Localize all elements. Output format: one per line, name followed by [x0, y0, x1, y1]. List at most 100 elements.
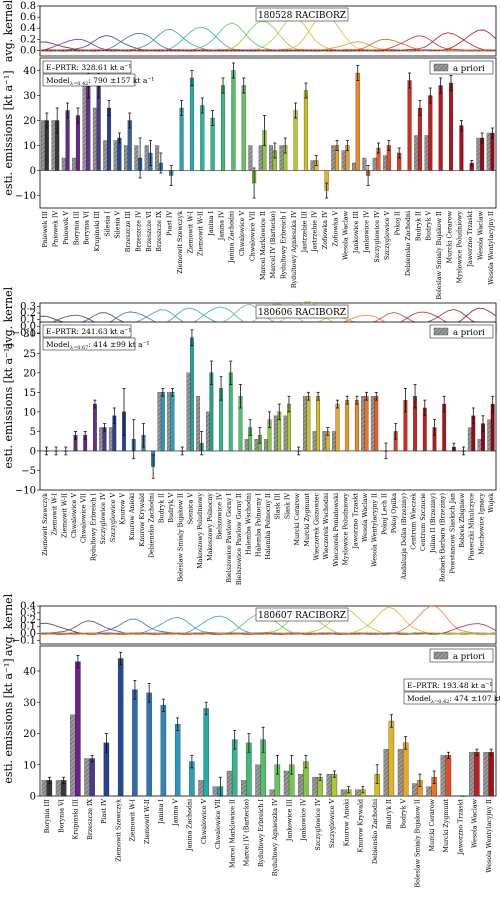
category-label: Piaseczki Mikulczyce: [469, 493, 476, 561]
apriori-bar: [279, 145, 284, 171]
category-label: Chwalowice VII: [81, 492, 88, 543]
apriori-bar: [103, 140, 108, 171]
chart-panel-1: 0.80.60.40.20.0 avg. kernel 180528 RACIBOR…: [2, 0, 497, 300]
apriori-bar: [477, 439, 482, 452]
kernel-tick-label: −0.1: [12, 328, 36, 339]
apriori-bar: [113, 140, 118, 171]
category-label: Debiensko Zachodni: [405, 211, 412, 276]
category-label: Murcki Zygmunt: [443, 799, 450, 853]
emission-bar: [241, 85, 246, 171]
category-label: Pokoj II: [395, 210, 402, 235]
kernel-tick-label: 0.0: [20, 45, 36, 56]
category-label: Wesola Waclaw: [362, 492, 369, 541]
category-label: Janina IV: [218, 211, 225, 242]
y-tick-label: 0: [30, 446, 36, 457]
kernel-curve: [39, 605, 497, 635]
category-label: Miechowice Ignacy: [478, 493, 485, 555]
category-label: Murcki Zygmunt: [304, 493, 311, 547]
category-label: Powstancow Slaskich Jan: [449, 493, 456, 574]
y-tick-label: 40: [23, 66, 36, 77]
category-label: Piast IV: [167, 211, 174, 236]
emission-bar: [231, 70, 236, 171]
y-tick-label: 0: [30, 166, 36, 177]
emission-bar: [345, 399, 350, 452]
category-label: Budryk II: [158, 492, 165, 523]
category-label: Knurow Krywald: [358, 799, 365, 852]
category-label: Halemba Wschodni: [246, 493, 253, 555]
station-label: 180607 RACIBORZ: [258, 611, 346, 621]
emission-bar: [293, 110, 298, 171]
category-label: Szczyglowice IV: [315, 799, 322, 851]
category-label: Slask IV: [284, 493, 291, 520]
emission-bar: [306, 396, 311, 452]
station-label-box: [255, 304, 349, 319]
category-label: Julian II (Brzeziny): [430, 493, 437, 554]
category-label: Makoszowy Polnocny: [207, 493, 214, 561]
category-label: Wesola Waclaw: [343, 210, 350, 259]
category-label: Sosnica V: [187, 493, 194, 525]
legend-swatch: [433, 651, 449, 660]
kernel-ylabel: avg. kernel: [2, 286, 15, 349]
model-label: Modelλ=0.67: 414 ±99 kt a⁻¹: [46, 340, 150, 351]
category-label: Marcel IV (Bartecko): [270, 211, 277, 278]
emission-bar: [355, 72, 360, 171]
kernel-tick-label: 0.2: [20, 34, 36, 45]
category-label: Wujek: [488, 493, 495, 513]
y-tick-label: 30: [23, 91, 36, 102]
emission-bar: [374, 396, 379, 452]
category-label: Bielszowice IV: [216, 493, 223, 540]
apriori-bar: [298, 773, 304, 797]
apriori-bar: [108, 427, 113, 452]
emission-bar: [75, 661, 81, 797]
apriori-bar: [340, 789, 347, 797]
emission-bar: [93, 403, 97, 452]
emission-bar: [428, 95, 433, 171]
category-label: Brzeszcze III: [125, 210, 132, 252]
category-label: Ziemowit W-II: [198, 210, 205, 255]
kernel-tick-label: 0.4: [20, 23, 36, 34]
category-label: Myslowice Poludniowy: [343, 493, 350, 566]
category-label: Rydultowy Erbreich I: [281, 211, 288, 280]
category-label: Andaluzja Dolka (Brzeziny): [401, 493, 408, 580]
apriori-bar: [372, 157, 377, 171]
apriori-bar: [426, 786, 432, 797]
legend-label: a priori: [453, 64, 485, 74]
kernel-tick-label: 0.2: [20, 308, 36, 319]
kernel-tick-label: 0.1: [20, 315, 36, 326]
apriori-bar: [124, 145, 129, 171]
category-label: Makoszowy Poludniowy: [197, 493, 204, 569]
category-label: Wesola Waclaw: [472, 798, 479, 847]
category-label: Debiensko Zachodni: [372, 799, 379, 864]
emission-bar: [303, 90, 308, 171]
category-label: Ziemowit W-I: [52, 492, 59, 535]
apriori-bar: [332, 431, 336, 452]
category-label: Pokoj Opilka: [391, 493, 398, 533]
category-label: Borynia III: [44, 798, 51, 833]
apriori-bar: [244, 439, 249, 452]
category-label: Jankowice III: [286, 798, 293, 842]
category-label: Janina Zachodni: [229, 211, 236, 264]
category-label: Borynia III: [73, 210, 80, 245]
y-tick-label: 0: [30, 792, 36, 803]
apriori-bar: [264, 439, 268, 452]
category-label: Chwalowice V: [239, 211, 246, 256]
apriori-bar: [487, 419, 492, 452]
apriori-bar: [196, 396, 201, 452]
category-label: Slask III: [275, 492, 282, 519]
category-label: Ziemowit Szewczyk: [177, 211, 184, 274]
model-label: Modelλ=0.42: 474 ±107 kt a⁻¹: [407, 694, 500, 705]
category-label: Knurow Krywald: [139, 493, 146, 546]
category-label: Wesola Waclaw: [477, 210, 484, 259]
apriori-bar: [383, 748, 389, 797]
y-tick-label: 30: [23, 329, 36, 340]
category-label: Jaworzno Trzaskt: [352, 493, 359, 550]
kernel-tick-label: 0.3: [20, 301, 36, 312]
apriori-bar: [198, 780, 204, 797]
apriori-bar: [248, 145, 253, 171]
category-label: Murcki Cerarow: [294, 492, 301, 545]
kernel-ylabel: avg. kernel: [2, 593, 15, 656]
y-tick-label: −5: [21, 466, 36, 477]
category-label: Myslowice Poludniowy: [457, 211, 464, 284]
apriori-bar: [269, 789, 275, 797]
